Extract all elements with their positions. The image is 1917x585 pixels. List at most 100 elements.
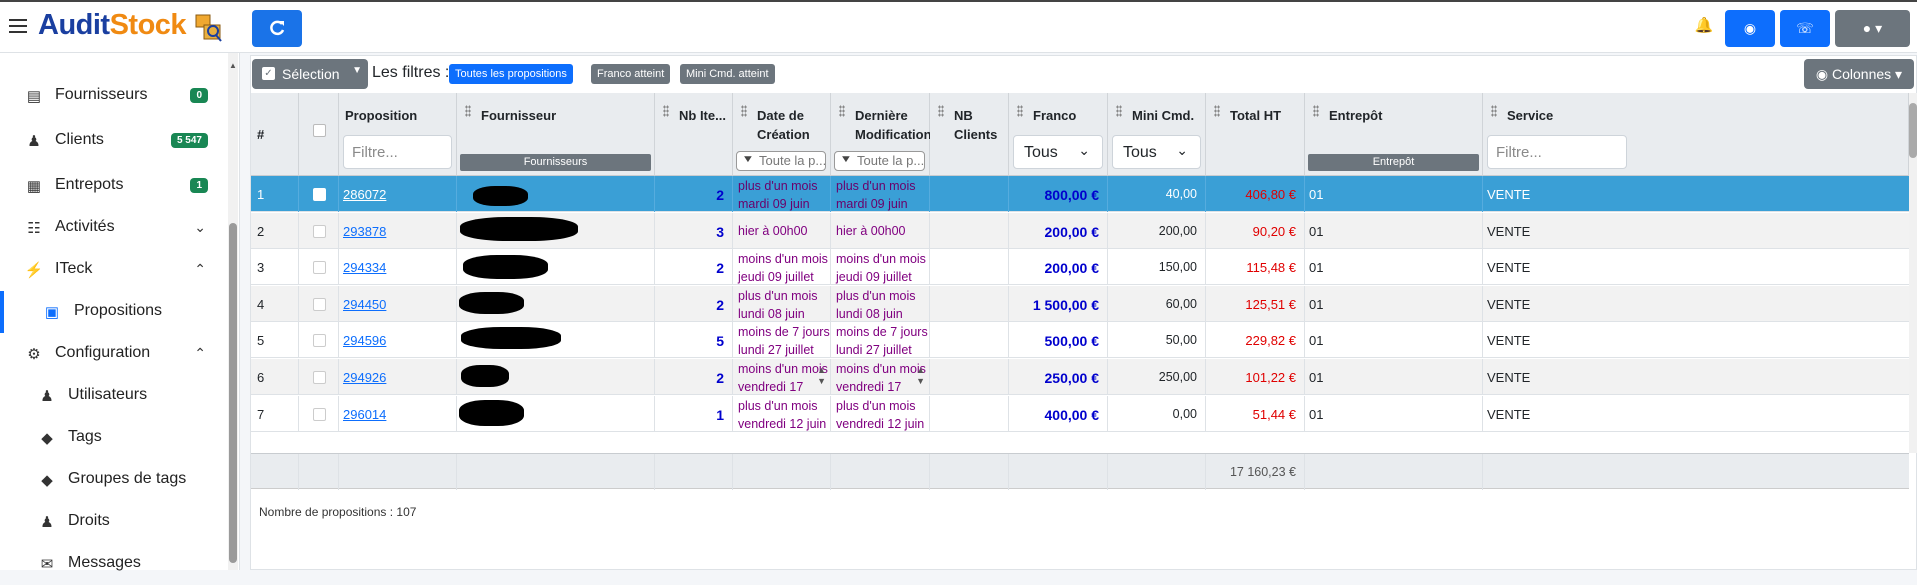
drag-handle-icon[interactable] <box>465 105 471 117</box>
row-checkbox[interactable] <box>313 261 326 274</box>
sidebar-item-fournisseurs[interactable]: ▤ Fournisseurs 0 <box>0 75 230 117</box>
sidebar-scroll-thumb[interactable] <box>229 223 237 563</box>
header-index: # <box>251 93 299 176</box>
support-button[interactable]: ☏ <box>1780 10 1830 47</box>
drag-handle-icon[interactable] <box>1017 105 1023 117</box>
robot-button[interactable]: ◉ <box>1725 10 1775 47</box>
mini-cmd-select[interactable]: Tous ⌄ <box>1112 135 1201 169</box>
header-proposition[interactable]: Proposition Filtre... <box>339 93 457 176</box>
header-total-ht[interactable]: Total HT <box>1206 93 1305 176</box>
header-mini-cmd[interactable]: Mini Cmd. Tous ⌄ <box>1108 93 1206 176</box>
row-checkbox[interactable] <box>313 334 326 347</box>
grid-scrollbar[interactable] <box>1909 93 1917 453</box>
sidebar: ▤ Fournisseurs 0 ♟ Clients 5 547 ▦ Entre… <box>0 53 240 573</box>
nb-items-value: 5 <box>716 333 724 349</box>
sidebar-item-messages[interactable]: ✉ Messages <box>0 543 230 585</box>
scroll-up-icon[interactable]: ▲ <box>229 61 237 70</box>
franco-select[interactable]: Tous ⌄ <box>1013 135 1103 169</box>
sidebar-scrollbar[interactable]: ▲ <box>228 53 238 570</box>
menu-icon[interactable] <box>9 19 27 33</box>
drag-handle-icon[interactable] <box>741 105 747 117</box>
header-franco[interactable]: Franco Tous ⌄ <box>1009 93 1108 176</box>
app-logo[interactable]: AuditStock <box>38 9 187 41</box>
row-index: 6 <box>257 370 265 385</box>
proposition-link[interactable]: 296014 <box>343 407 387 422</box>
drag-handle-icon[interactable] <box>663 105 669 117</box>
drag-handle-icon[interactable] <box>1313 105 1319 117</box>
selection-dropdown-button[interactable]: ✓ Sélection ▼ <box>252 59 368 89</box>
scroll-arrows-icon[interactable]: ▲ ▼ <box>916 365 925 386</box>
derniere-modif-filter[interactable]: Toute la p... <box>834 151 925 171</box>
table-row[interactable]: 4 294450 2 plus d'un mois lundi 08 juin plus … <box>251 286 1909 322</box>
columns-button[interactable]: ◉ Colonnes ▾ <box>1804 59 1914 89</box>
logo-boxes-icon <box>195 14 222 42</box>
table-row[interactable]: 5 294596 5 moins de 7 jours lundi 27 juillet… <box>251 322 1909 358</box>
mini-cmd-value: 50,00 <box>1165 333 1197 347</box>
proposition-link[interactable]: 294596 <box>343 333 387 348</box>
table-row[interactable]: 1 286072 2 plus d'un mois mardi 09 juin plus … <box>251 176 1909 212</box>
service-filter-input[interactable]: Filtre... <box>1487 135 1627 169</box>
header-fournisseur[interactable]: Fournisseur Fournisseurs <box>457 93 655 176</box>
filter-chip-franco[interactable]: Franco atteint <box>591 64 671 84</box>
header-entrepot[interactable]: Entrepôt Entrepôt <box>1305 93 1483 176</box>
drag-handle-icon[interactable] <box>1116 105 1122 117</box>
date-creation-filter[interactable]: Toute la p... <box>736 151 826 171</box>
entrepot-filter-button[interactable]: Entrepôt <box>1308 154 1479 171</box>
proposition-filter-input[interactable]: Filtre... <box>343 135 452 169</box>
bell-icon[interactable]: 🔔 <box>1694 17 1714 34</box>
franco-value: 250,00 € <box>1044 370 1100 386</box>
total-ht-value: 51,44 € <box>1252 407 1296 422</box>
row-checkbox[interactable] <box>313 225 326 238</box>
sidebar-item-configuration[interactable]: ⚙ Configuration ⌃ <box>0 333 230 375</box>
sidebar-item-clients[interactable]: ♟ Clients 5 547 <box>0 120 230 162</box>
sitemap-icon: ☷ <box>27 220 41 237</box>
header-nb-items[interactable]: Nb Ite... <box>655 93 733 176</box>
header-service[interactable]: Service Filtre... <box>1483 93 1909 176</box>
tag-icon: ◆ <box>41 430 53 447</box>
total-ht-value: 115,48 € <box>1246 260 1296 275</box>
chevron-up-icon: ⌃ <box>194 345 206 361</box>
scroll-arrows-icon[interactable]: ▲ ▼ <box>817 365 826 386</box>
row-checkbox[interactable] <box>313 188 326 201</box>
sidebar-item-propositions[interactable]: ▣ Propositions <box>0 291 230 333</box>
header-nb-clients[interactable]: NB Clients <box>930 93 1009 176</box>
filter-chip-mini-cmd[interactable]: Mini Cmd. atteint <box>680 64 775 84</box>
fournisseurs-filter-button[interactable]: Fournisseurs <box>460 154 651 171</box>
chevron-down-icon: ⌄ <box>1176 142 1188 158</box>
drag-handle-icon[interactable] <box>938 105 944 117</box>
franco-value: 1 500,00 € <box>1032 297 1099 313</box>
date-creation-value: plus d'un mois mardi 09 juin <box>738 179 818 211</box>
row-checkbox[interactable] <box>313 408 326 421</box>
select-all-checkbox[interactable] <box>313 124 326 137</box>
drag-handle-icon[interactable] <box>1214 105 1220 117</box>
row-index: 1 <box>257 187 265 202</box>
propositions-count: Nombre de propositions : 107 <box>259 505 417 519</box>
proposition-link[interactable]: 294450 <box>343 297 387 312</box>
sidebar-item-iteck[interactable]: ⚡ ITeck ⌃ <box>24 260 206 279</box>
proposition-link[interactable]: 294926 <box>343 370 387 385</box>
user-menu-button[interactable]: ● ▾ <box>1835 10 1910 47</box>
filter-chip-all[interactable]: Toutes les propositions <box>449 64 573 84</box>
header-derniere-modification[interactable]: Dernière Modification Toute la p... <box>831 93 932 176</box>
table-row[interactable]: 2 293878 3 hier à 00h00 hier à 00h00 200,00 €… <box>251 213 1909 249</box>
sidebar-item-droits[interactable]: ♟ Droits <box>0 501 230 543</box>
sidebar-item-activites[interactable]: ☷ Activités ⌄ <box>0 207 230 249</box>
grid-scroll-thumb[interactable] <box>1909 103 1917 158</box>
table-row[interactable]: 6 294926 2 moins d'un mois vendredi 17 ▲ ▼ moin… <box>251 359 1909 395</box>
users-gear-icon: ♟ <box>40 388 54 405</box>
drag-handle-icon[interactable] <box>1491 105 1497 117</box>
refresh-button[interactable] <box>252 10 302 47</box>
table-row[interactable]: 3 294334 2 moins d'un mois jeudi 09 juillet m… <box>251 249 1909 285</box>
sidebar-item-tags[interactable]: ◆ Tags <box>0 417 230 459</box>
drag-handle-icon[interactable] <box>839 105 845 117</box>
sidebar-item-utilisateurs[interactable]: ♟ Utilisateurs <box>0 375 230 417</box>
proposition-link[interactable]: 286072 <box>343 187 387 202</box>
sidebar-item-groupes-de-tags[interactable]: ◆ Groupes de tags <box>0 459 230 501</box>
row-checkbox[interactable] <box>313 371 326 384</box>
proposition-link[interactable]: 293878 <box>343 224 387 239</box>
row-checkbox[interactable] <box>313 298 326 311</box>
sidebar-item-entrepots[interactable]: ▦ Entrepots 1 <box>0 165 230 207</box>
table-row[interactable]: 7 296014 1 plus d'un mois vendredi 12 juin pl… <box>251 396 1909 432</box>
header-date-creation[interactable]: Date de Création Toute la p... <box>733 93 831 176</box>
proposition-link[interactable]: 294334 <box>343 260 387 275</box>
